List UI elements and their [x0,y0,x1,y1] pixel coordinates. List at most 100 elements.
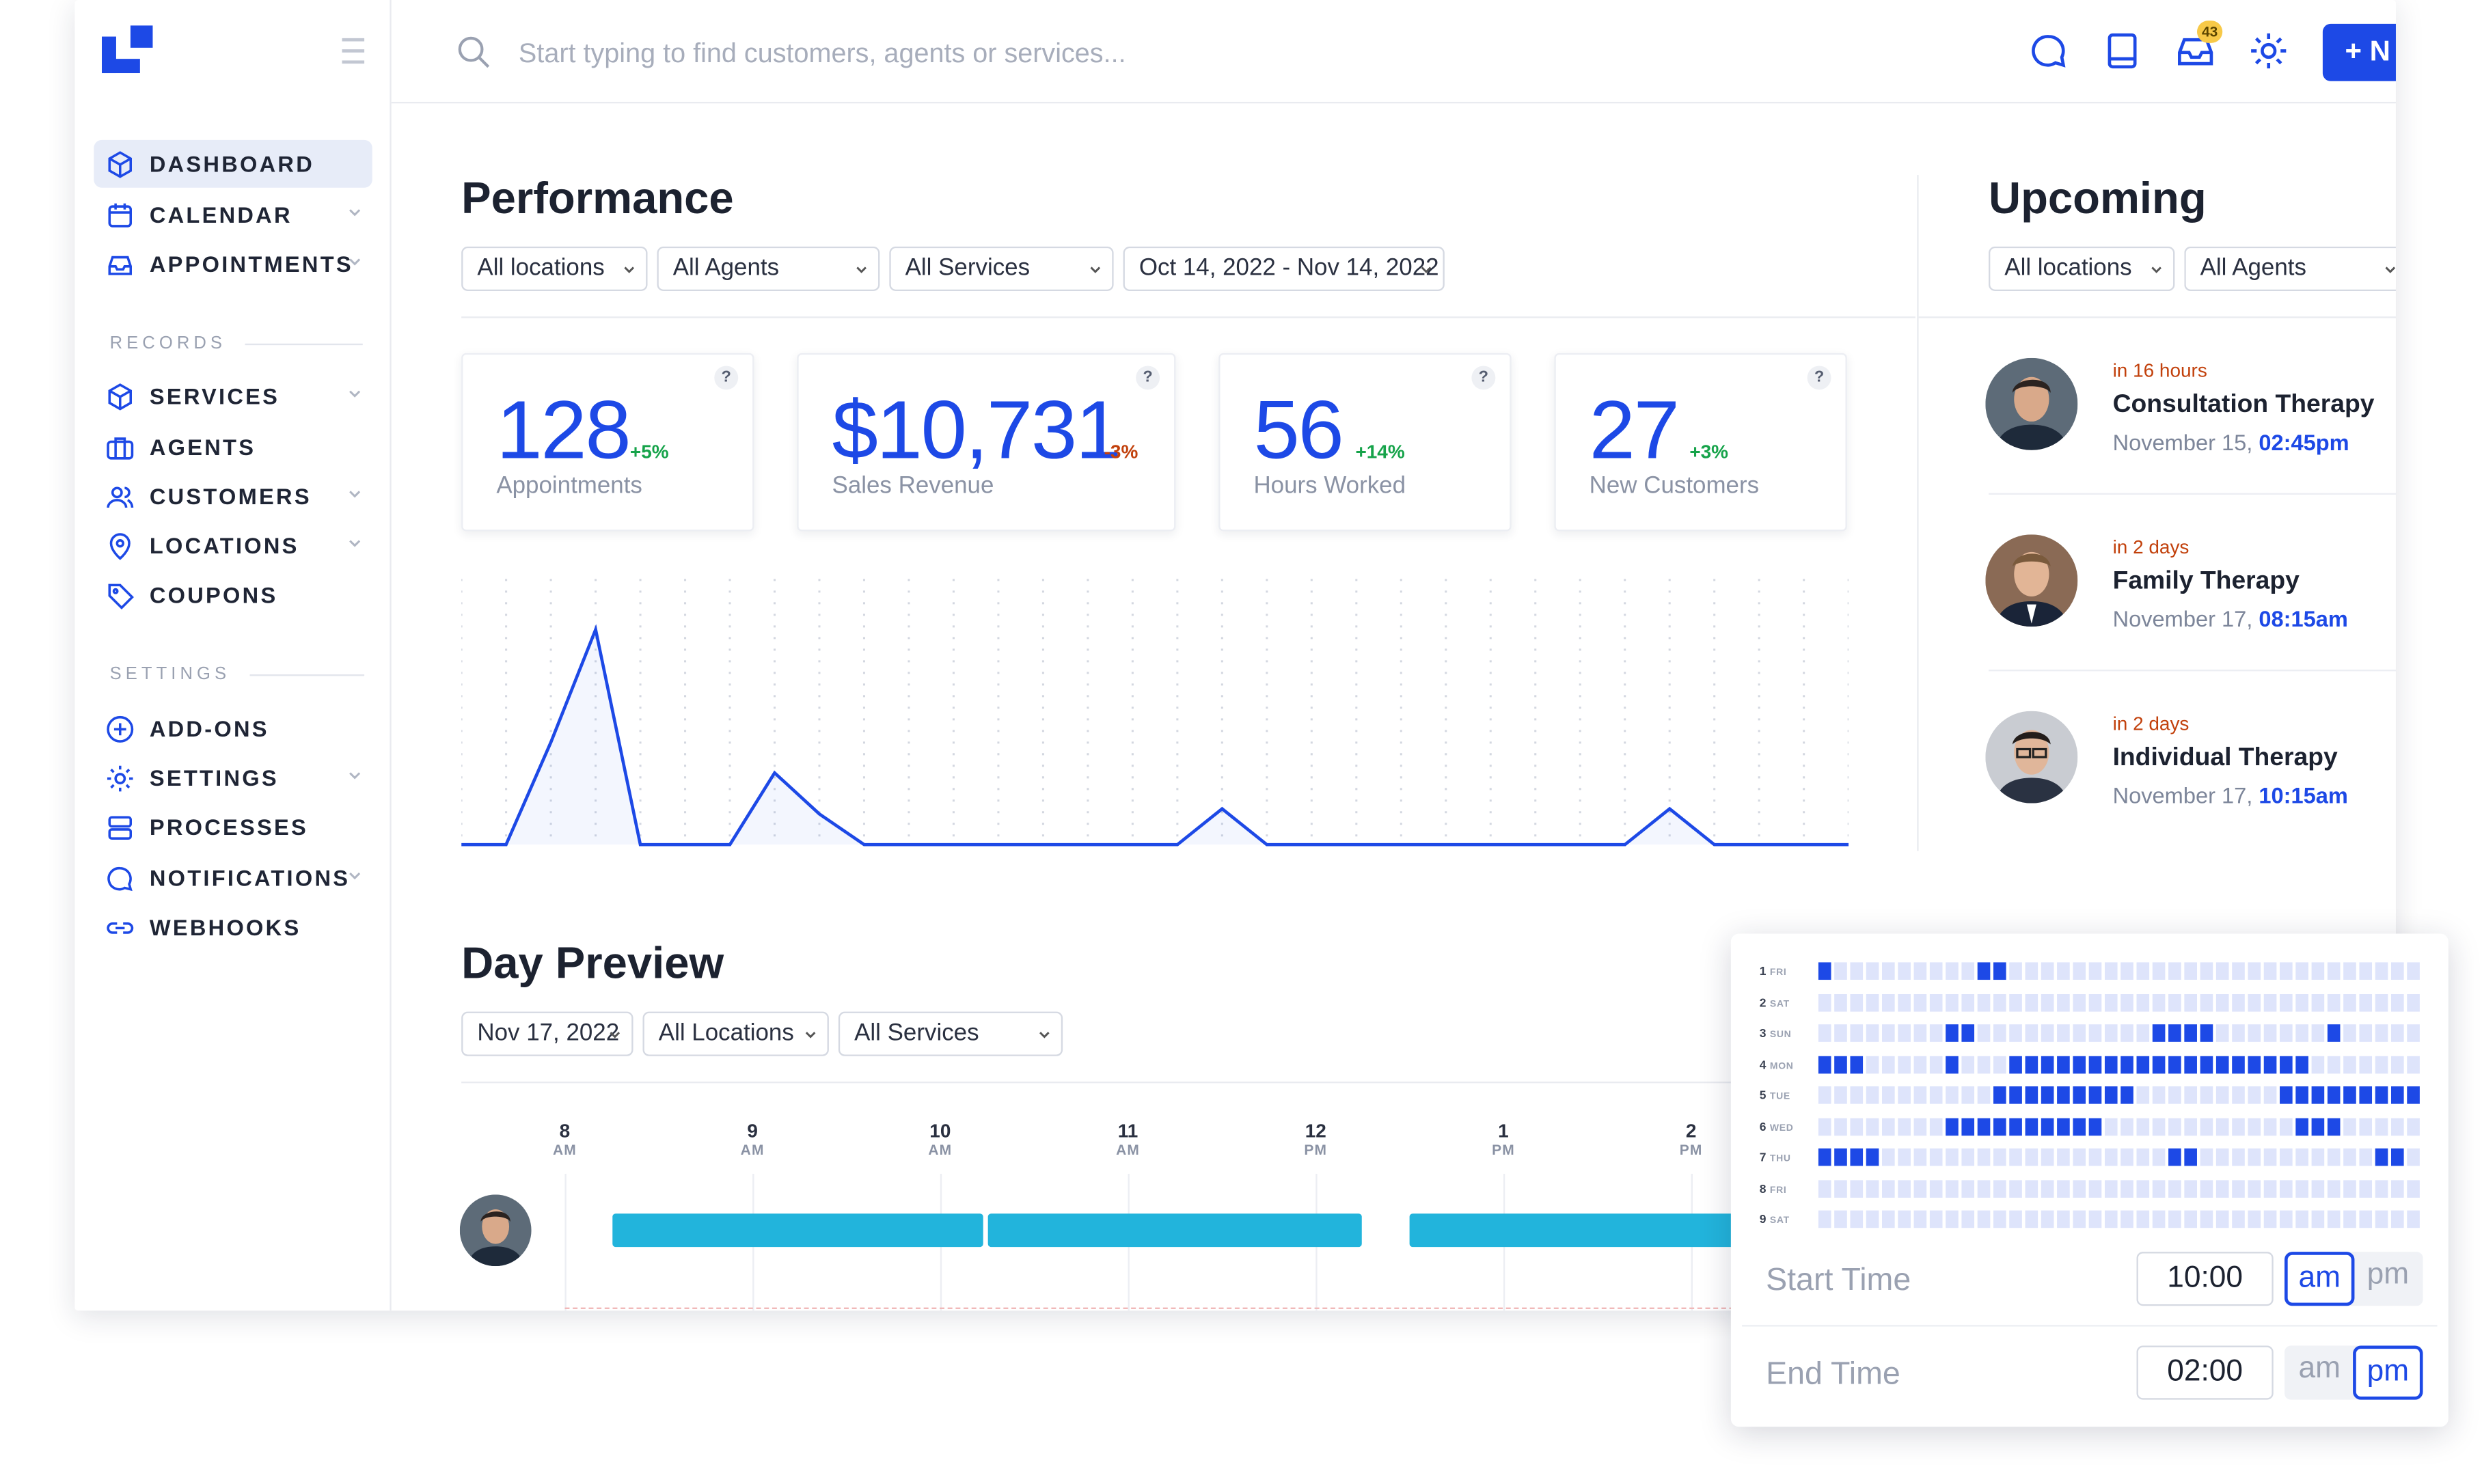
availability-cell[interactable] [2407,1210,2420,1228]
availability-cell[interactable] [2232,993,2245,1011]
booking-bar[interactable] [612,1213,983,1248]
availability-cell[interactable] [2407,1086,2420,1104]
availability-cell[interactable] [2073,1024,2086,1042]
sidebar-item-processes[interactable]: PROCESSES [94,803,372,851]
chart-point[interactable] [904,840,914,849]
chart-point[interactable] [636,840,645,849]
availability-cell[interactable] [2359,962,2373,980]
availability-cell[interactable] [2120,1024,2133,1042]
availability-cell[interactable] [2280,962,2293,980]
avatar[interactable] [459,1194,532,1267]
availability-cell[interactable] [2215,1179,2229,1197]
availability-cell[interactable] [2215,1024,2229,1042]
availability-cell[interactable] [1977,1179,1991,1197]
availability-cell[interactable] [1929,962,1943,980]
inbox-icon[interactable] [2174,30,2216,72]
availability-cell[interactable] [2088,1055,2102,1073]
chart-point[interactable] [681,840,690,849]
availability-cell[interactable] [1850,1148,1864,1166]
availability-cell[interactable] [1913,1117,1927,1136]
sidebar-item-coupons[interactable]: COUPONS [94,571,372,619]
sidebar-item-notifications[interactable]: NOTIFICATIONS [94,854,372,902]
chart-point[interactable] [1665,804,1674,814]
availability-cell[interactable] [2215,1148,2229,1166]
availability-cell[interactable] [1834,1024,1847,1042]
availability-cell[interactable] [2375,1024,2388,1042]
availability-cell[interactable] [2025,962,2038,980]
availability-cell[interactable] [2390,1148,2404,1166]
availability-cell[interactable] [2104,1055,2118,1073]
availability-cell[interactable] [1834,1086,1847,1104]
availability-cell[interactable] [2215,1210,2229,1228]
availability-cell[interactable] [2311,1148,2325,1166]
chart-point[interactable] [1262,840,1272,849]
availability-cell[interactable] [2168,1148,2181,1166]
availability-cell[interactable] [2280,1179,2293,1197]
chart-point[interactable] [1173,840,1182,849]
availability-cell[interactable] [2200,1086,2213,1104]
chart-point[interactable] [1396,840,1406,849]
availability-cell[interactable] [1834,1210,1847,1228]
availability-cell[interactable] [2009,1210,2022,1228]
availability-cell[interactable] [2311,993,2325,1011]
availability-cell[interactable] [2009,1086,2022,1104]
availability-cell[interactable] [1961,1055,1975,1073]
availability-cell[interactable] [2088,962,2102,980]
chart-point[interactable] [1038,840,1048,849]
availability-cell[interactable] [2375,1086,2388,1104]
availability-cell[interactable] [2343,993,2356,1011]
availability-cell[interactable] [1834,1148,1847,1166]
availability-cell[interactable] [2295,1117,2308,1136]
availability-cell[interactable] [2248,1179,2261,1197]
availability-cell[interactable] [1882,962,1895,980]
availability-cell[interactable] [2136,962,2150,980]
availability-cell[interactable] [2009,1117,2022,1136]
availability-cell[interactable] [1818,993,1831,1011]
availability-cell[interactable] [2359,993,2373,1011]
availability-cell[interactable] [2057,1148,2070,1166]
availability-cell[interactable] [2359,1148,2373,1166]
availability-cell[interactable] [2073,962,2086,980]
availability-cell[interactable] [1882,993,1895,1011]
availability-cell[interactable] [1866,1055,1879,1073]
availability-cell[interactable] [1961,962,1975,980]
availability-cell[interactable] [1898,962,1911,980]
availability-cell[interactable] [1850,1179,1864,1197]
availability-cell[interactable] [2200,1117,2213,1136]
availability-cell[interactable] [1882,1210,1895,1228]
help-icon[interactable]: ? [714,366,739,390]
help-icon[interactable]: ? [1807,366,1831,390]
availability-cell[interactable] [2057,1117,2070,1136]
availability-cell[interactable] [2168,1086,2181,1104]
availability-cell[interactable] [1929,1148,1943,1166]
availability-cell[interactable] [2200,1210,2213,1228]
sidebar-item-agents[interactable]: AGENTS [94,423,372,471]
availability-cell[interactable] [2041,1024,2054,1042]
chart-point[interactable] [1710,840,1719,849]
availability-cell[interactable] [1946,1086,1959,1104]
availability-cell[interactable] [2263,1086,2277,1104]
availability-cell[interactable] [2184,1024,2197,1042]
availability-cell[interactable] [1818,1210,1831,1228]
availability-cell[interactable] [2295,962,2308,980]
sidebar-item-appointments[interactable]: APPOINTMENTS [94,241,372,288]
availability-cell[interactable] [1898,1055,1911,1073]
availability-cell[interactable] [1961,1148,1975,1166]
availability-cell[interactable] [1977,1086,1991,1104]
availability-cell[interactable] [2104,1024,2118,1042]
availability-cell[interactable] [2263,1117,2277,1136]
availability-cell[interactable] [1977,1055,1991,1073]
availability-cell[interactable] [2136,1210,2150,1228]
availability-cell[interactable] [2041,1117,2054,1136]
availability-cell[interactable] [2359,1086,2373,1104]
day-preview-services[interactable]: All Services [838,1011,1063,1056]
chart-point[interactable] [1754,840,1764,849]
availability-cell[interactable] [2343,1086,2356,1104]
availability-cell[interactable] [2232,1117,2245,1136]
availability-cell[interactable] [2407,1179,2420,1197]
upcoming-filter-locations[interactable]: All locations [1989,246,2175,292]
availability-cell[interactable] [2152,1210,2166,1228]
availability-cell[interactable] [2200,1055,2213,1073]
availability-cell[interactable] [2168,1024,2181,1042]
availability-cell[interactable] [2184,962,2197,980]
